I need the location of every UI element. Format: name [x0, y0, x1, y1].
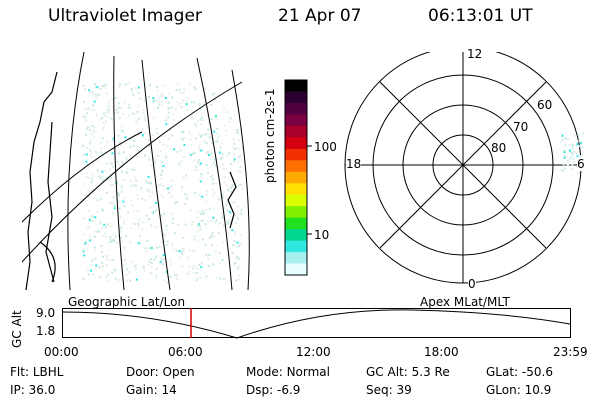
mlt-label-right: 6 — [577, 157, 585, 171]
info-flt-key: Flt: — [10, 365, 29, 379]
info-flt: Flt: LBHL — [10, 365, 63, 379]
info-mode-key: Mode: — [246, 365, 283, 379]
colorbar-band — [285, 206, 307, 219]
info-gcalt-key: GC Alt: — [366, 365, 408, 379]
mlt-label-left: 18 — [346, 157, 362, 171]
lat-lon-grid — [22, 51, 250, 290]
colorbar-band — [285, 229, 307, 242]
altitude-timeline — [62, 308, 571, 339]
lat-label-70: 70 — [513, 120, 529, 134]
info-ip: IP: 36.0 — [10, 383, 55, 397]
colorbar-band — [285, 160, 307, 173]
app-title: Ultraviolet Imager — [48, 6, 202, 26]
polar-mlt-plot — [344, 52, 584, 284]
timeline-xtick-4: 23:59 — [553, 345, 588, 359]
colorbar-band — [285, 240, 307, 253]
colorbar-band — [285, 194, 307, 207]
colorbar-band — [285, 114, 307, 127]
info-ip-value: 36.0 — [28, 383, 56, 397]
info-ip-key: IP: — [10, 383, 25, 397]
colorbar-band — [285, 183, 307, 196]
mlt-label-top: 12 — [467, 47, 483, 61]
info-door: Door: Open — [126, 365, 195, 379]
colorbar-unit-label: photon cm-2s-1 — [263, 88, 277, 184]
info-dsp-value: -6.9 — [276, 383, 301, 397]
timeline-left-label: Geographic Lat/Lon — [68, 295, 186, 309]
coastline — [25, 71, 237, 290]
colorbar-tick-100: 100 — [314, 140, 337, 154]
info-mode: Mode: Normal — [246, 365, 330, 379]
info-gain-value: 14 — [161, 383, 177, 397]
timeline-axis-title: GC Alt — [10, 310, 24, 348]
timeline-xtick-2: 12:00 — [296, 345, 331, 359]
timeline-ytick-top: 9.0 — [36, 306, 56, 320]
timeline-ytick-bottom: 1.8 — [36, 324, 56, 338]
info-door-key: Door: — [126, 365, 159, 379]
timeline-xtick-3: 18:00 — [424, 345, 459, 359]
colorbar-band — [285, 91, 307, 104]
colorbar-band — [285, 148, 307, 161]
colorbar-band — [285, 252, 307, 265]
colorbar-band — [285, 217, 307, 230]
time-label: 06:13:01 UT — [428, 6, 533, 26]
intensity-colorbar — [284, 79, 312, 276]
info-door-value: Open — [162, 365, 195, 379]
info-seq-key: Seq: — [366, 383, 393, 397]
info-gcalt: GC Alt: 5.3 Re — [366, 365, 450, 379]
mlt-label-bottom: 0 — [468, 277, 476, 291]
colorbar-band — [285, 137, 307, 150]
colorbar-band — [285, 263, 307, 276]
lat-label-80: 80 — [491, 141, 507, 155]
geographic-globe-map — [22, 51, 250, 290]
info-glon-key: GLon: — [486, 383, 521, 397]
colorbar-band — [285, 125, 307, 138]
date-label: 21 Apr 07 — [278, 6, 362, 26]
info-seq-value: 39 — [396, 383, 412, 397]
timeline-xtick-1: 06:00 — [168, 345, 203, 359]
info-flt-value: LBHL — [32, 365, 64, 379]
timeline-xtick-0: 00:00 — [44, 345, 79, 359]
info-glat-value: -50.6 — [521, 365, 553, 379]
info-gain: Gain: 14 — [126, 383, 177, 397]
info-glat: GLat: -50.6 — [486, 365, 553, 379]
colorbar-tick-10: 10 — [314, 228, 330, 242]
info-dsp-key: Dsp: — [246, 383, 274, 397]
colorbar-band — [285, 102, 307, 115]
info-gcalt-value: 5.3 Re — [411, 365, 450, 379]
auroral-emission-speckle — [82, 82, 244, 284]
colorbar-band — [285, 171, 307, 184]
timeline-right-label: Apex MLat/MLT — [420, 295, 510, 309]
lat-label-60: 60 — [537, 98, 553, 112]
colorbar-band — [285, 80, 307, 92]
info-dsp: Dsp: -6.9 — [246, 383, 300, 397]
info-glon: GLon: 10.9 — [486, 383, 551, 397]
info-glat-key: GLat: — [486, 365, 519, 379]
info-seq: Seq: 39 — [366, 383, 412, 397]
info-gain-key: Gain: — [126, 383, 158, 397]
info-glon-value: 10.9 — [524, 383, 552, 397]
info-mode-value: Normal — [286, 365, 330, 379]
